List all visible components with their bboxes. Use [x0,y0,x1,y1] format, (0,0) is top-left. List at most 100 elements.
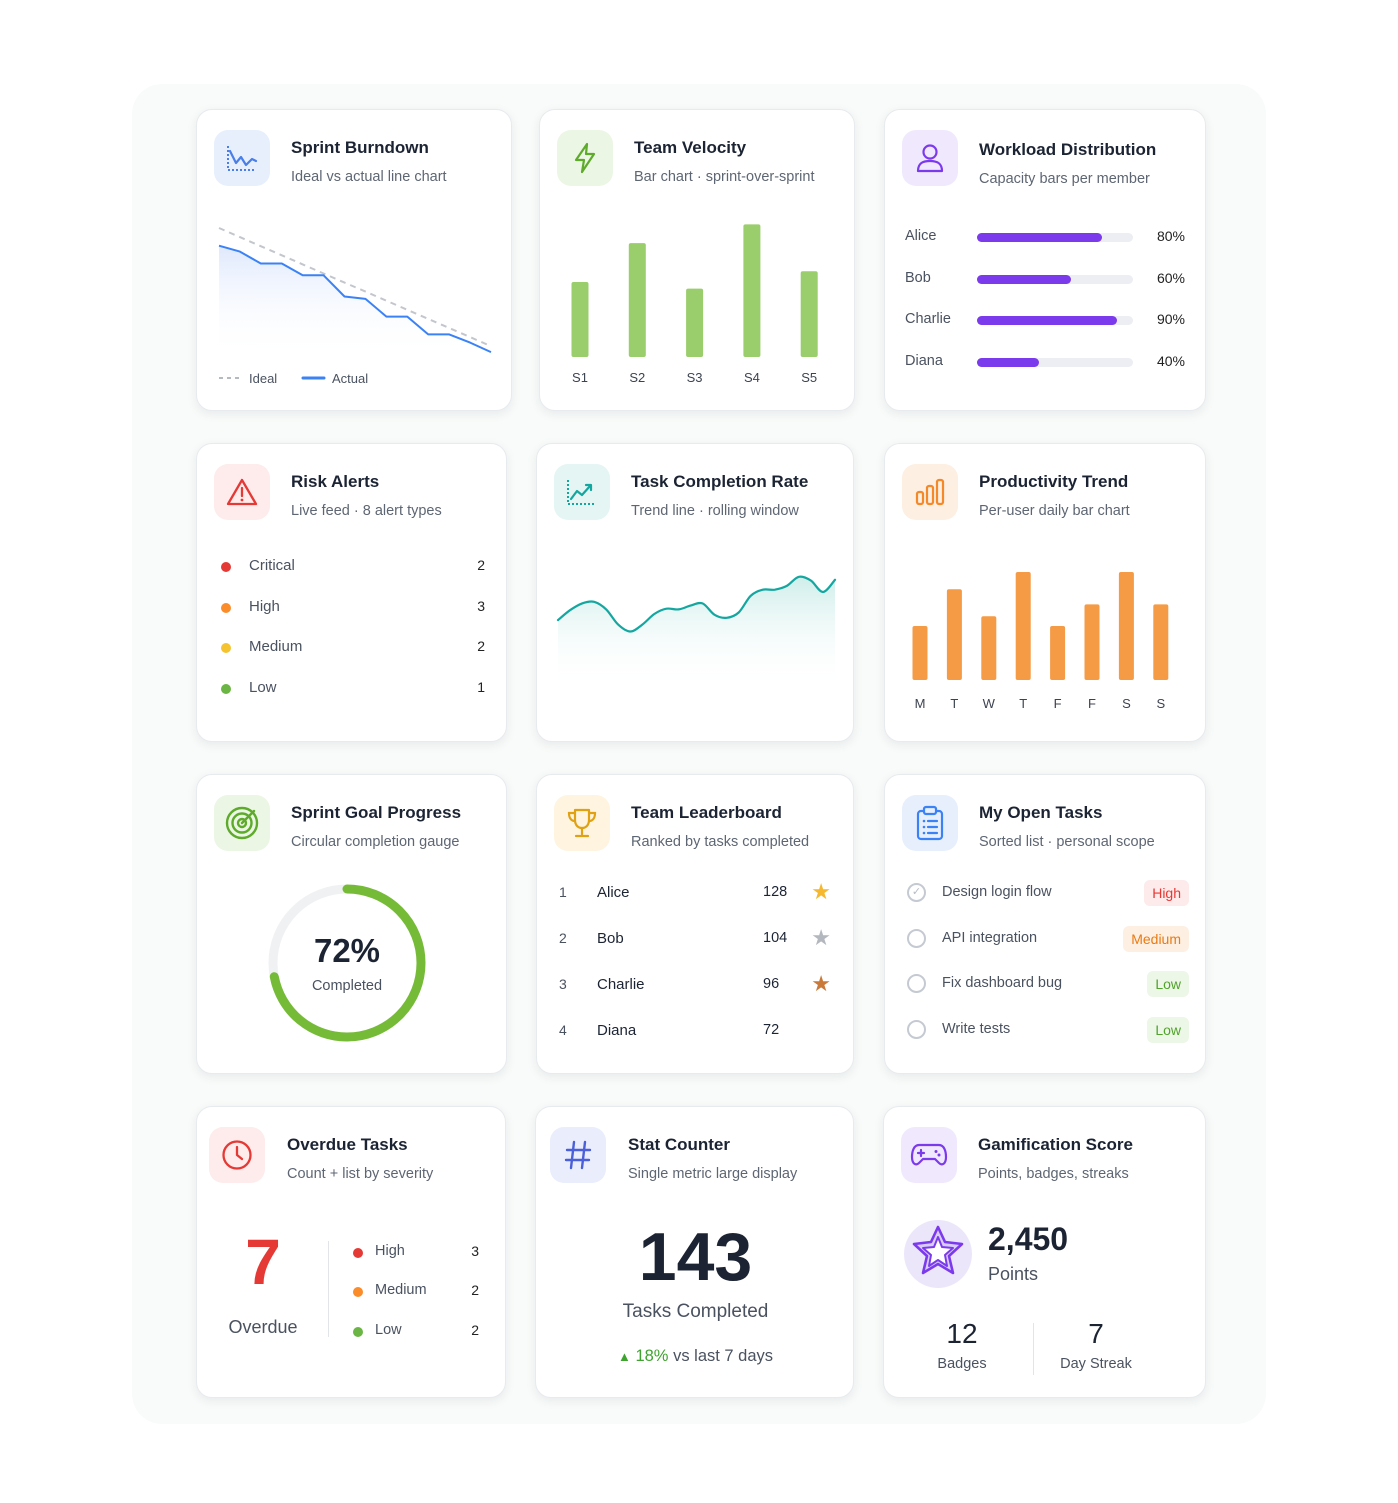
severity-dot [221,643,231,653]
vertical-divider [328,1241,329,1337]
card-title: Workload Distribution [979,140,1157,159]
clipboard-icon [902,795,958,851]
member-name: Diana [905,353,943,369]
card-subtitle: Count + list by severity [287,1166,434,1182]
capacity-percent: 60% [1156,270,1185,286]
card-title: Productivity Trend [979,472,1129,491]
productivity-bar [981,616,997,680]
card-title: Sprint Burndown [291,138,429,157]
open-tasks-card[interactable]: My Open Tasks Sorted list · personal sco… [884,774,1206,1074]
leaderboard-row[interactable]: 4 Diana 72 [559,1019,831,1043]
workload-row: Diana 40% [905,352,1185,372]
velocity-bar [800,271,818,357]
task-checkbox[interactable]: ✓ [907,883,926,902]
overdue-card[interactable]: Overdue Tasks Count + list by severity 7… [196,1106,506,1398]
tasks-count: 72 [763,1022,780,1038]
leaderboard-row[interactable]: 3 Charlie 96 ★ [559,973,831,997]
productivity-card[interactable]: Productivity Trend Per-user daily bar ch… [884,443,1206,742]
velocity-bar [743,224,761,357]
card-title: My Open Tasks [979,803,1103,822]
capacity-bar-fill [977,316,1118,325]
priority-badge: High [1144,880,1189,906]
trend-up-icon: ▲ [617,1349,631,1364]
alert-row-low[interactable]: Low 1 [221,678,485,698]
severity-count: 2 [471,1322,479,1338]
card-title: Team Velocity [634,138,747,157]
x-tick-label: S [1156,696,1165,711]
overdue-row-low[interactable]: Low 2 [353,1321,479,1341]
badge-medal-icon [904,1220,972,1288]
severity-dot [353,1248,363,1258]
card-subtitle: Single metric large display [628,1166,798,1182]
card-subtitle: Bar chart · sprint-over-sprint [634,169,815,185]
task-row[interactable]: Write tests Low [905,1017,1189,1043]
x-tick-label: T [1019,696,1027,711]
delta-text: vs last 7 days [673,1347,774,1365]
task-checkbox[interactable] [907,974,926,993]
alert-row-medium[interactable]: Medium 2 [221,637,485,657]
completion-gauge [268,884,426,1042]
x-tick-label: S4 [744,370,760,385]
silver-star-icon: ★ [811,925,831,950]
workload-card[interactable]: Workload Distribution Capacity bars per … [884,109,1206,411]
task-row[interactable]: ✓ Design login flow High [905,880,1189,906]
task-checkbox[interactable] [907,1020,926,1039]
task-name: Design login flow [942,884,1052,900]
alert-label: Critical [249,557,295,574]
capacity-bar [977,275,1133,284]
capacity-percent: 90% [1156,311,1185,327]
overdue-count: 7 [245,1226,281,1298]
overdue-row-high[interactable]: High 3 [353,1242,479,1262]
productivity-bar [1118,572,1134,680]
severity-count: 3 [471,1243,479,1259]
card-title: Gamification Score [978,1135,1133,1154]
gamification-card[interactable]: Gamification Score Points, badges, strea… [883,1106,1206,1398]
stat-counter-card[interactable]: Stat Counter Single metric large display… [535,1106,854,1398]
ideal-line [218,227,492,348]
task-checkbox[interactable] [907,929,926,948]
velocity-chart: S1 S2 S3 S4 S5 [571,224,818,385]
tasks-count: 104 [763,930,788,946]
member-name: Bob [905,270,931,286]
gauge-progress-arc [268,884,426,1042]
alert-count: 2 [477,638,485,654]
bronze-star-icon: ★ [811,971,831,996]
team-velocity-card[interactable]: Team Velocity Bar chart · sprint-over-sp… [539,109,855,411]
productivity-bar [1015,572,1031,680]
overdue-row-medium[interactable]: Medium 2 [353,1281,479,1301]
x-tick-label: M [915,696,926,711]
tasks-count: 128 [763,884,788,900]
trend-area [558,576,835,689]
warning-icon [214,464,270,520]
card-title: Overdue Tasks [287,1135,408,1154]
card-subtitle: Sorted list · personal scope [979,834,1155,850]
card-title: Team Leaderboard [631,803,782,822]
sprint-burndown-card[interactable]: Sprint Burndown Ideal vs actual line cha… [196,109,512,411]
rank-number: 2 [559,930,567,946]
badges-label: Badges [937,1356,987,1372]
card-subtitle: Trend line · rolling window [631,503,799,519]
leaderboard-row[interactable]: 1 Alice 128 ★ [559,881,831,905]
x-tick-label: F [1054,696,1062,711]
severity-count: 2 [471,1282,479,1298]
member-name: Charlie [597,976,645,993]
sprint-goal-card[interactable]: Sprint Goal Progress Circular completion… [196,774,507,1074]
alert-row-high[interactable]: High 3 [221,597,485,617]
member-name: Bob [597,930,624,947]
x-tick-label: S3 [687,370,703,385]
x-tick-label: S2 [629,370,645,385]
task-row[interactable]: Fix dashboard bug Low [905,971,1189,997]
leaderboard-row[interactable]: 2 Bob 104 ★ [559,927,831,951]
member-name: Alice [597,884,630,901]
task-completion-card[interactable]: Task Completion Rate Trend line · rollin… [536,443,854,742]
priority-badge: Low [1147,1017,1189,1043]
risk-alerts-card[interactable]: Risk Alerts Live feed · 8 alert types Cr… [196,443,507,742]
points-label: Points [988,1264,1039,1284]
alert-row-critical[interactable]: Critical 2 [221,556,485,576]
leaderboard-card[interactable]: Team Leaderboard Ranked by tasks complet… [536,774,854,1074]
card-subtitle: Ideal vs actual line chart [291,169,447,185]
task-row[interactable]: API integration Medium [905,926,1189,952]
burndown-chart [218,227,492,358]
member-name: Alice [905,228,937,244]
productivity-bar [912,626,928,680]
